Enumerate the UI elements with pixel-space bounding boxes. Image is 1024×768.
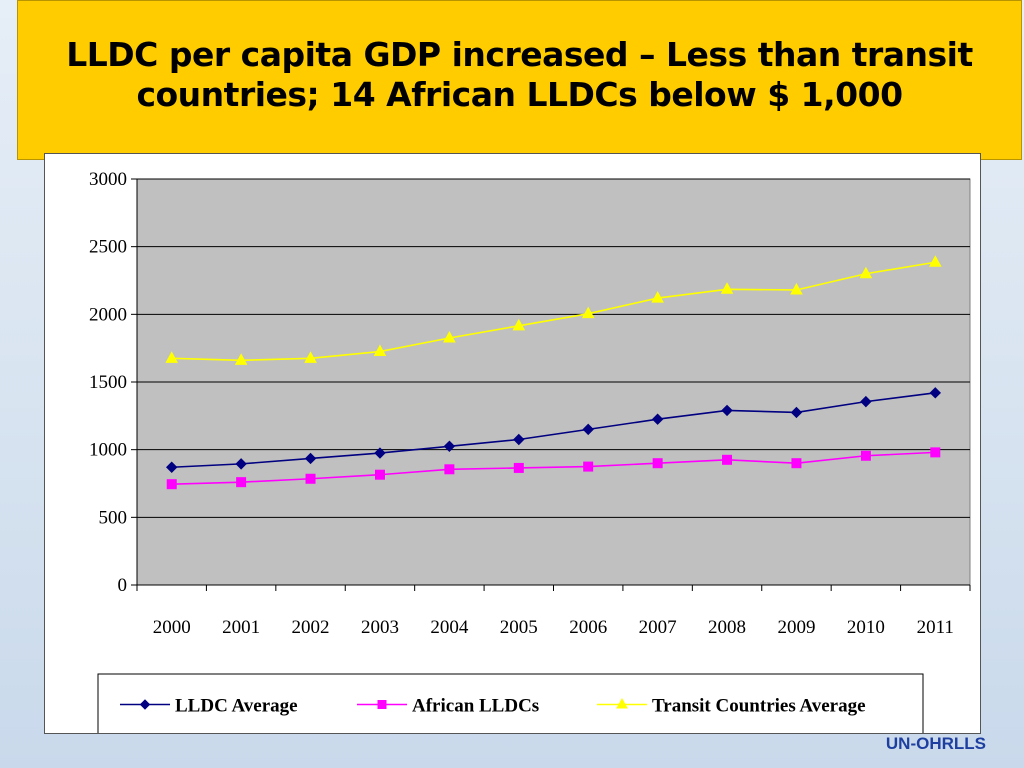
data-point bbox=[720, 282, 734, 294]
data-point bbox=[374, 469, 385, 480]
x-tick-label: 2000 bbox=[153, 617, 191, 638]
organization-label: UN-OHRLLS bbox=[885, 734, 986, 753]
data-point bbox=[928, 255, 942, 267]
data-point bbox=[373, 344, 387, 357]
y-tick-label: 500 bbox=[99, 507, 128, 528]
data-point bbox=[721, 404, 733, 417]
legend-marker bbox=[616, 697, 628, 709]
data-point bbox=[583, 461, 594, 472]
data-point bbox=[581, 306, 595, 319]
series-line bbox=[171, 451, 936, 485]
data-point bbox=[374, 447, 386, 459]
y-tick-label: 1000 bbox=[89, 440, 127, 461]
data-point bbox=[651, 413, 664, 425]
x-tick-label: 2004 bbox=[430, 617, 469, 638]
x-tick-label: 2010 bbox=[847, 617, 885, 638]
data-point bbox=[860, 395, 872, 408]
slide-title: LLDC per capita GDP increased – Less tha… bbox=[66, 35, 973, 114]
data-point bbox=[929, 387, 941, 399]
data-point bbox=[930, 447, 941, 458]
series-line bbox=[171, 392, 936, 469]
title-banner: LLDC per capita GDP increased – Less tha… bbox=[17, 0, 1022, 160]
data-point bbox=[304, 452, 317, 465]
x-tick-label: 2005 bbox=[500, 617, 538, 638]
data-point bbox=[166, 479, 177, 490]
data-point bbox=[304, 351, 317, 363]
data-point bbox=[443, 330, 456, 343]
data-point bbox=[165, 351, 179, 363]
data-point bbox=[512, 318, 526, 331]
data-point bbox=[166, 461, 178, 473]
data-point bbox=[790, 406, 803, 419]
legend-label: Transit Countries Average bbox=[652, 696, 866, 717]
line-chart: 0 500 1000 1500 2000 2500 3000 2000 2001 2002 2003… bbox=[89, 169, 971, 736]
data-point bbox=[234, 353, 248, 365]
legend-marker bbox=[377, 700, 387, 709]
legend-label: LLDC Average bbox=[175, 696, 298, 717]
x-tick-label: 2003 bbox=[361, 617, 399, 638]
data-point bbox=[582, 423, 594, 436]
x-tick-label: 2009 bbox=[777, 617, 815, 638]
series-line bbox=[171, 261, 936, 362]
data-point bbox=[235, 458, 247, 470]
x-tick-label: 2006 bbox=[569, 617, 607, 638]
y-tick-label: 2000 bbox=[89, 304, 127, 325]
data-point bbox=[791, 458, 802, 469]
legend-label: African LLDCs bbox=[412, 696, 539, 717]
data-point bbox=[790, 282, 803, 295]
data-point bbox=[513, 462, 524, 473]
legend-marker bbox=[139, 699, 151, 710]
data-point bbox=[652, 458, 663, 469]
data-point bbox=[859, 266, 873, 279]
data-point bbox=[651, 291, 664, 303]
data-point bbox=[443, 440, 456, 452]
x-tick-label: 2007 bbox=[639, 617, 677, 638]
data-point bbox=[305, 473, 316, 484]
data-point bbox=[860, 450, 871, 461]
data-point bbox=[722, 454, 733, 465]
y-tick-label: 1500 bbox=[89, 372, 127, 393]
x-tick-label: 2002 bbox=[292, 617, 330, 638]
y-tick-label: 2500 bbox=[89, 237, 127, 258]
x-tick-label: 2011 bbox=[917, 617, 954, 638]
legend bbox=[97, 673, 924, 736]
x-tick-label: 2008 bbox=[708, 617, 746, 638]
data-point bbox=[444, 464, 455, 475]
x-tick-label: 2001 bbox=[222, 617, 260, 638]
y-tick-label: 3000 bbox=[89, 169, 127, 190]
chart-container: 0 500 1000 1500 2000 2500 3000 2000 2001 2002 2003… bbox=[44, 153, 981, 736]
data-point bbox=[236, 477, 247, 488]
data-point bbox=[513, 433, 525, 446]
y-tick-label: 0 bbox=[118, 575, 128, 596]
